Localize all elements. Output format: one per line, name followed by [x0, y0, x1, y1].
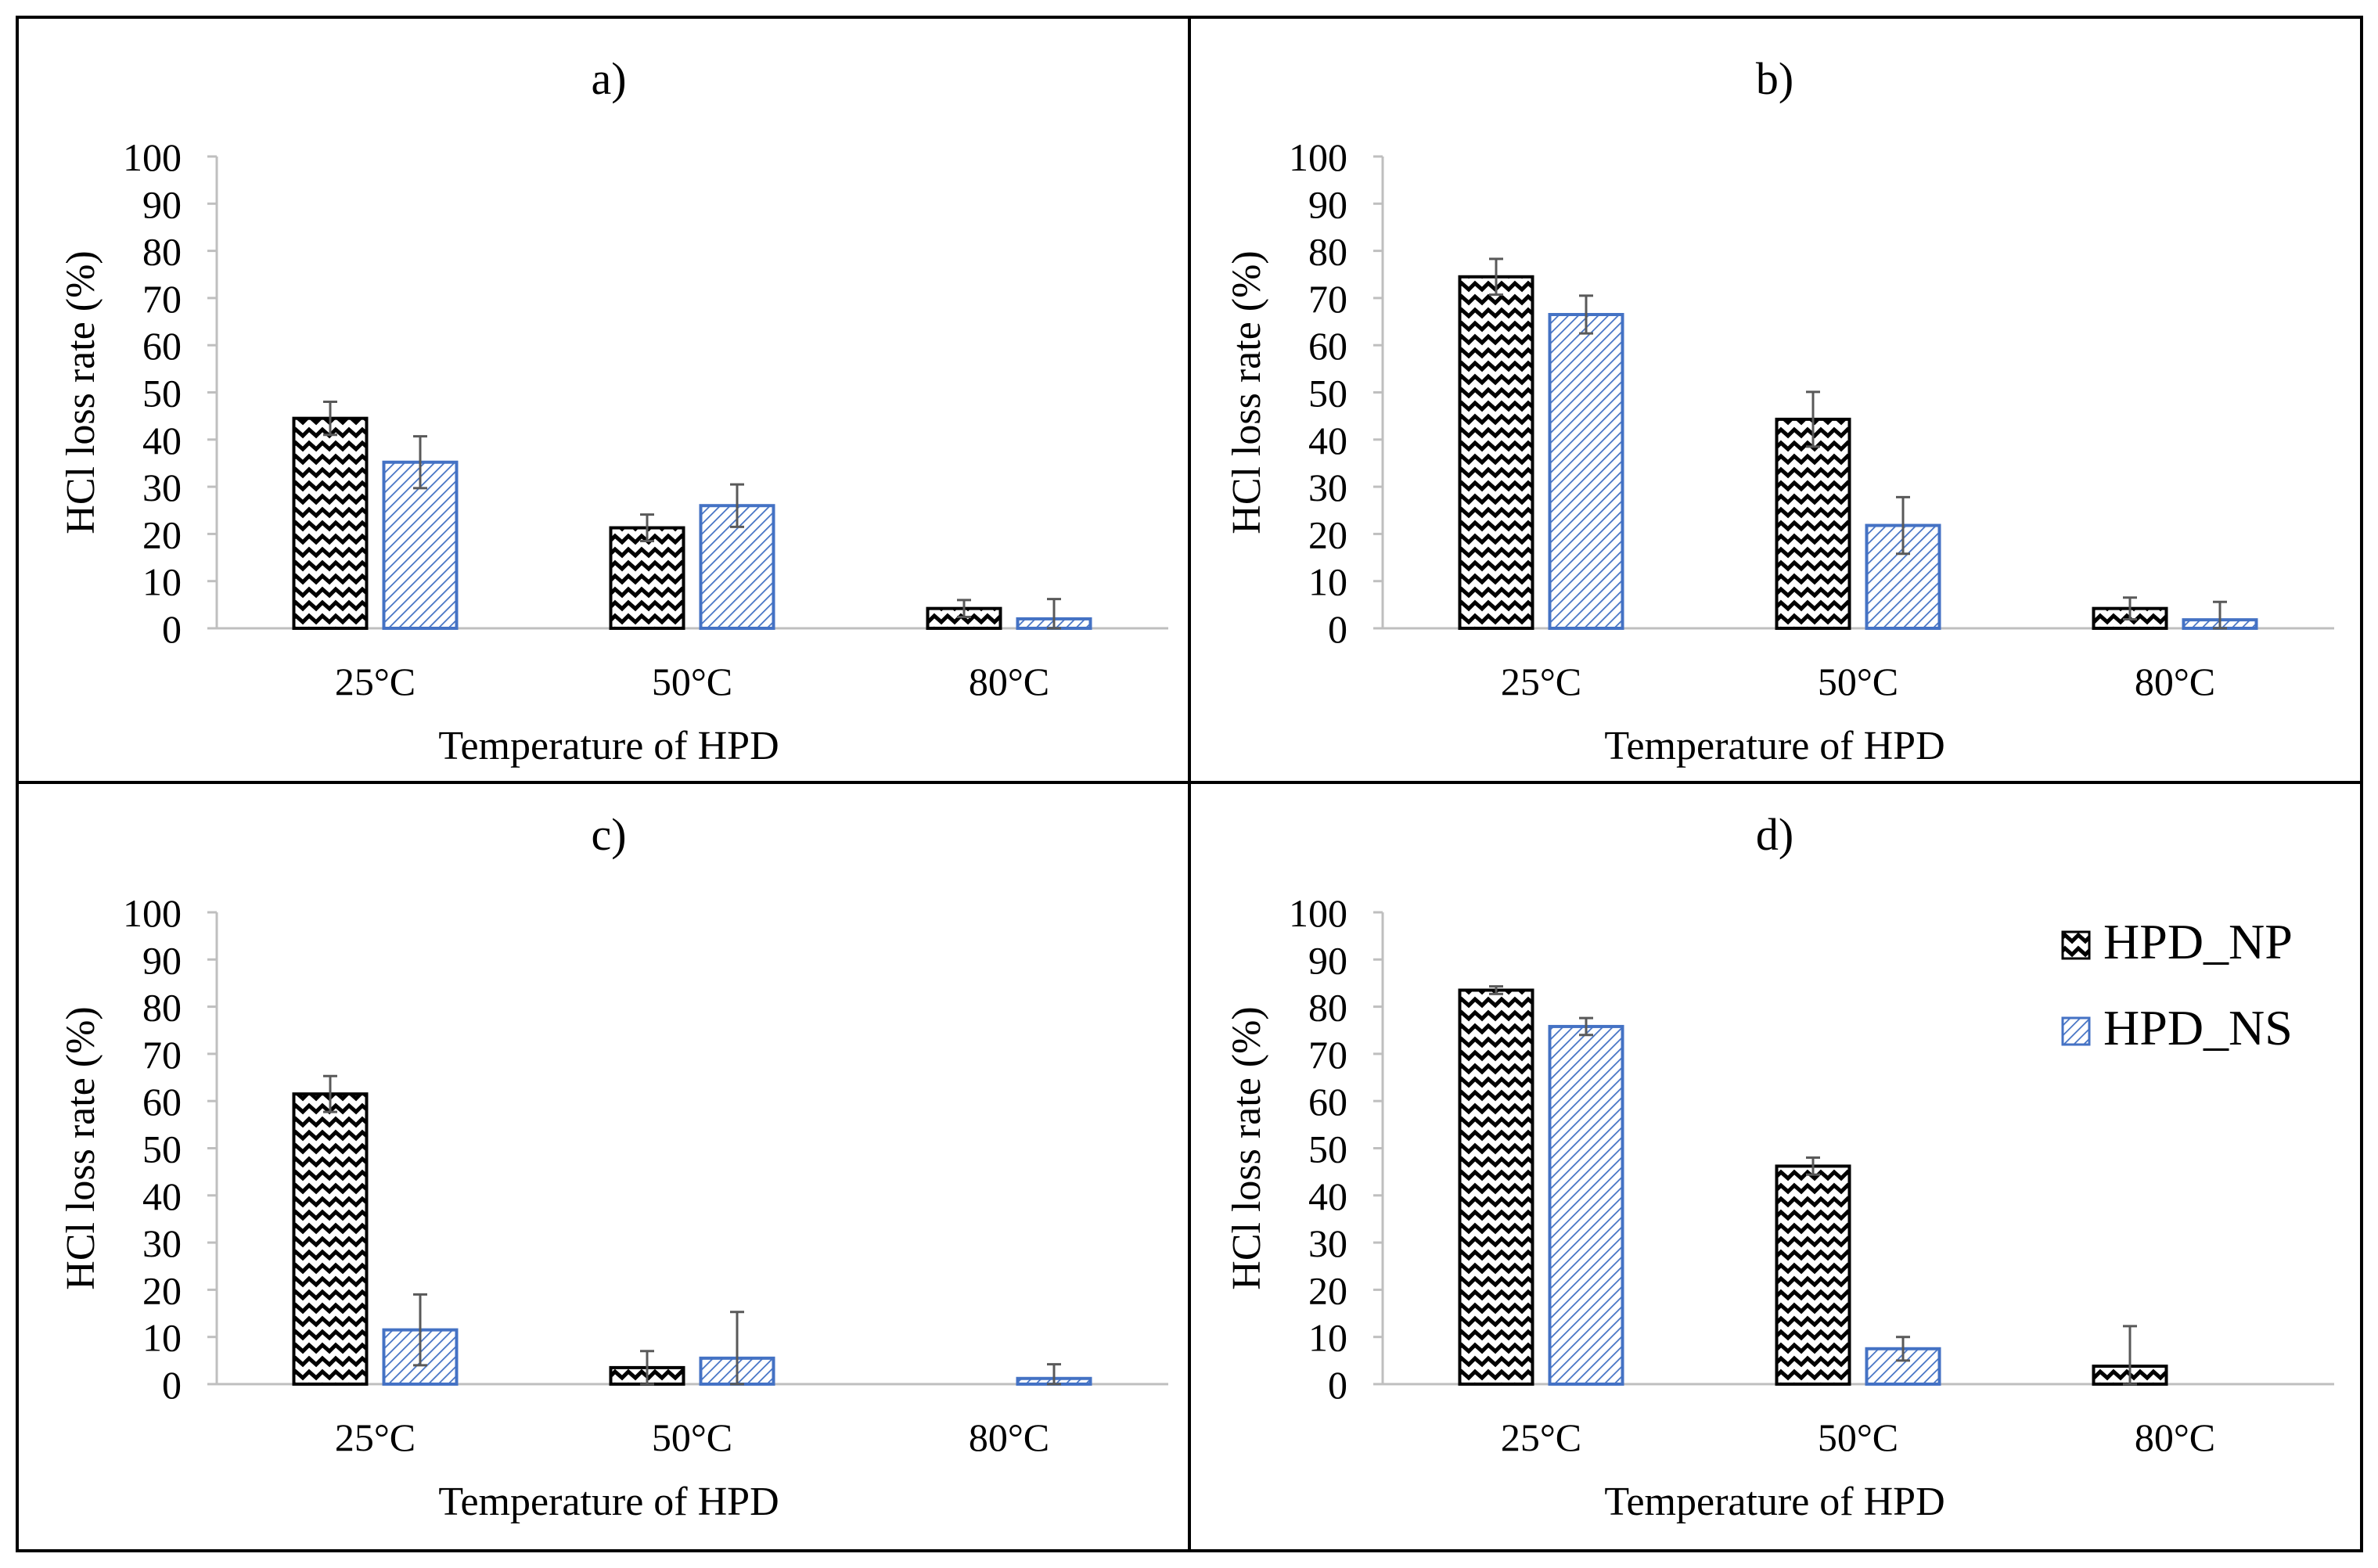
y-tick-label: 100 — [123, 135, 182, 179]
chart-title: a) — [591, 53, 626, 104]
y-tick-label: 50 — [142, 372, 182, 415]
y-tick-label: 80 — [1308, 986, 1347, 1030]
y-tick-label: 40 — [1308, 419, 1347, 462]
y-tick-label: 70 — [142, 277, 182, 321]
y-tick-label: 10 — [1308, 560, 1347, 604]
y-tick-label: 40 — [142, 419, 182, 462]
y-tick-label: 80 — [142, 230, 182, 274]
legend-np-swatch — [2061, 930, 2091, 960]
y-tick-label: 50 — [142, 1127, 182, 1171]
y-tick-label: 100 — [1289, 135, 1347, 179]
y-tick-label: 100 — [1289, 891, 1347, 935]
x-category-label: 50°C — [1818, 1415, 1898, 1459]
bar-hpd-np — [292, 1092, 369, 1386]
y-tick-label: 10 — [142, 560, 182, 604]
y-tick-label: 50 — [1308, 1127, 1347, 1171]
chart-title: c) — [591, 809, 626, 860]
legend-ns-swatch — [2061, 1016, 2091, 1046]
y-tick-label: 20 — [1308, 512, 1347, 556]
y-axis-title: HCl loss rate (%) — [59, 1006, 103, 1289]
y-tick-label: 70 — [1308, 1033, 1347, 1077]
y-tick-label: 0 — [1328, 607, 1347, 651]
y-tick-label: 70 — [1308, 277, 1347, 321]
bar-hpd-np — [1775, 417, 1851, 630]
x-category-label: 80°C — [969, 1415, 1049, 1459]
y-tick-label: 20 — [142, 1268, 182, 1312]
y-tick-label: 0 — [162, 607, 182, 651]
x-category-label: 80°C — [2135, 660, 2215, 703]
bar-hpd-np — [1458, 988, 1534, 1386]
bar-hpd-ns — [1548, 313, 1624, 630]
bar-hpd-np — [1458, 275, 1534, 630]
y-tick-label: 10 — [142, 1316, 182, 1360]
y-tick-label: 50 — [1308, 372, 1347, 415]
bar-hpd-ns — [1548, 1024, 1624, 1386]
y-tick-label: 70 — [142, 1033, 182, 1077]
y-tick-label: 40 — [142, 1174, 182, 1218]
y-tick-label: 90 — [142, 182, 182, 226]
y-tick-label: 0 — [162, 1363, 182, 1407]
y-tick-label: 80 — [142, 986, 182, 1030]
y-tick-label: 30 — [142, 1221, 182, 1265]
y-tick-label: 20 — [1308, 1268, 1347, 1312]
x-category-label: 50°C — [652, 1415, 732, 1459]
x-axis-title: Temperature of HPD — [1604, 724, 1944, 768]
x-axis-title: Temperature of HPD — [1604, 1480, 1944, 1524]
x-category-label: 25°C — [1501, 1415, 1581, 1459]
y-tick-label: 60 — [142, 1080, 182, 1124]
x-axis-title: Temperature of HPD — [438, 724, 779, 768]
x-axis-title: Temperature of HPD — [438, 1480, 779, 1524]
chart-title: b) — [1756, 53, 1793, 104]
y-tick-label: 90 — [1308, 938, 1347, 982]
y-tick-label: 90 — [1308, 182, 1347, 226]
x-category-label: 25°C — [335, 660, 416, 703]
y-tick-label: 60 — [1308, 324, 1347, 368]
y-tick-label: 0 — [1328, 1363, 1347, 1407]
y-tick-label: 30 — [1308, 466, 1347, 509]
legend: HPD_NP HPD_NS — [2061, 914, 2293, 1056]
y-tick-label: 20 — [142, 512, 182, 556]
y-tick-label: 10 — [1308, 1316, 1347, 1360]
legend-np-label: HPD_NP — [2103, 914, 2293, 969]
legend-ns-label: HPD_NS — [2103, 1000, 2293, 1056]
bar-hpd-np — [1775, 1164, 1851, 1386]
bar-hpd-np — [292, 416, 369, 630]
y-axis-title: HCl loss rate (%) — [59, 250, 103, 534]
x-category-label: 25°C — [335, 1415, 416, 1459]
y-tick-label: 60 — [142, 324, 182, 368]
x-category-label: 80°C — [969, 660, 1049, 703]
chart-title: d) — [1756, 809, 1793, 860]
y-tick-label: 100 — [123, 891, 182, 935]
x-category-label: 80°C — [2135, 1415, 2215, 1459]
x-category-label: 25°C — [1501, 660, 1581, 703]
y-tick-label: 90 — [142, 938, 182, 982]
x-category-label: 50°C — [1818, 660, 1898, 703]
bar-hpd-np — [609, 526, 685, 630]
y-tick-label: 80 — [1308, 230, 1347, 274]
y-tick-label: 30 — [142, 466, 182, 509]
y-tick-label: 40 — [1308, 1174, 1347, 1218]
y-tick-label: 60 — [1308, 1080, 1347, 1124]
y-axis-title: HCl loss rate (%) — [1225, 1006, 1269, 1289]
x-category-label: 50°C — [652, 660, 732, 703]
y-tick-label: 30 — [1308, 1221, 1347, 1265]
y-axis-title: HCl loss rate (%) — [1225, 250, 1269, 534]
